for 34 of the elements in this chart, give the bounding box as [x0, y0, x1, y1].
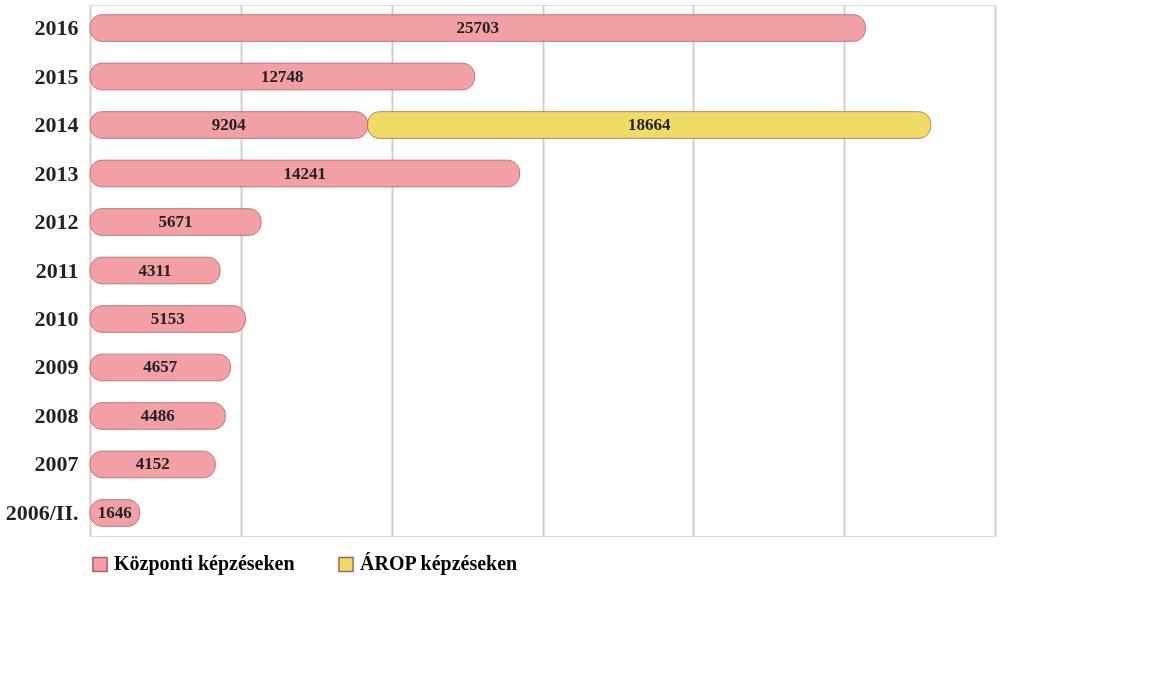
bar: [89, 353, 231, 382]
bar: [89, 14, 866, 42]
data-label: 1646: [97, 502, 132, 522]
y-tick-label: 2015: [34, 63, 79, 89]
y-tick-label: 2008: [34, 402, 79, 428]
y-tick-label: 2012: [34, 209, 79, 235]
bar: [89, 159, 520, 188]
y-tick-label: 2010: [34, 305, 79, 331]
data-label: 4486: [140, 405, 175, 425]
bar: [89, 450, 216, 479]
data-label: 4657: [143, 357, 178, 377]
bar: [89, 256, 221, 285]
data-label: 5671: [158, 212, 193, 232]
y-tick-label: 2007: [34, 451, 79, 477]
bar: [89, 305, 246, 333]
y-tick-label: 2011: [35, 257, 79, 283]
data-label: 14241: [283, 163, 327, 183]
data-label: 12748: [261, 66, 304, 86]
y-tick-label: 2014: [34, 112, 79, 138]
data-label: 5153: [150, 308, 185, 328]
data-label: 25703: [456, 18, 499, 38]
y-tick-label: 2013: [34, 160, 79, 186]
data-label: 9204: [211, 115, 247, 135]
y-tick-label: 2016: [34, 15, 79, 41]
bar: [89, 62, 475, 91]
y-tick-label: 2006/II.: [5, 499, 79, 525]
bar: [89, 402, 226, 430]
data-label: 4311: [138, 260, 172, 280]
legend-label: Központi képzéseken: [114, 552, 295, 576]
data-label: 4152: [135, 454, 170, 474]
y-tick-label: 2009: [34, 354, 79, 380]
data-label: 18664: [627, 115, 671, 135]
legend-label: ÁROP képzéseken: [360, 552, 518, 576]
bar: [89, 208, 262, 236]
